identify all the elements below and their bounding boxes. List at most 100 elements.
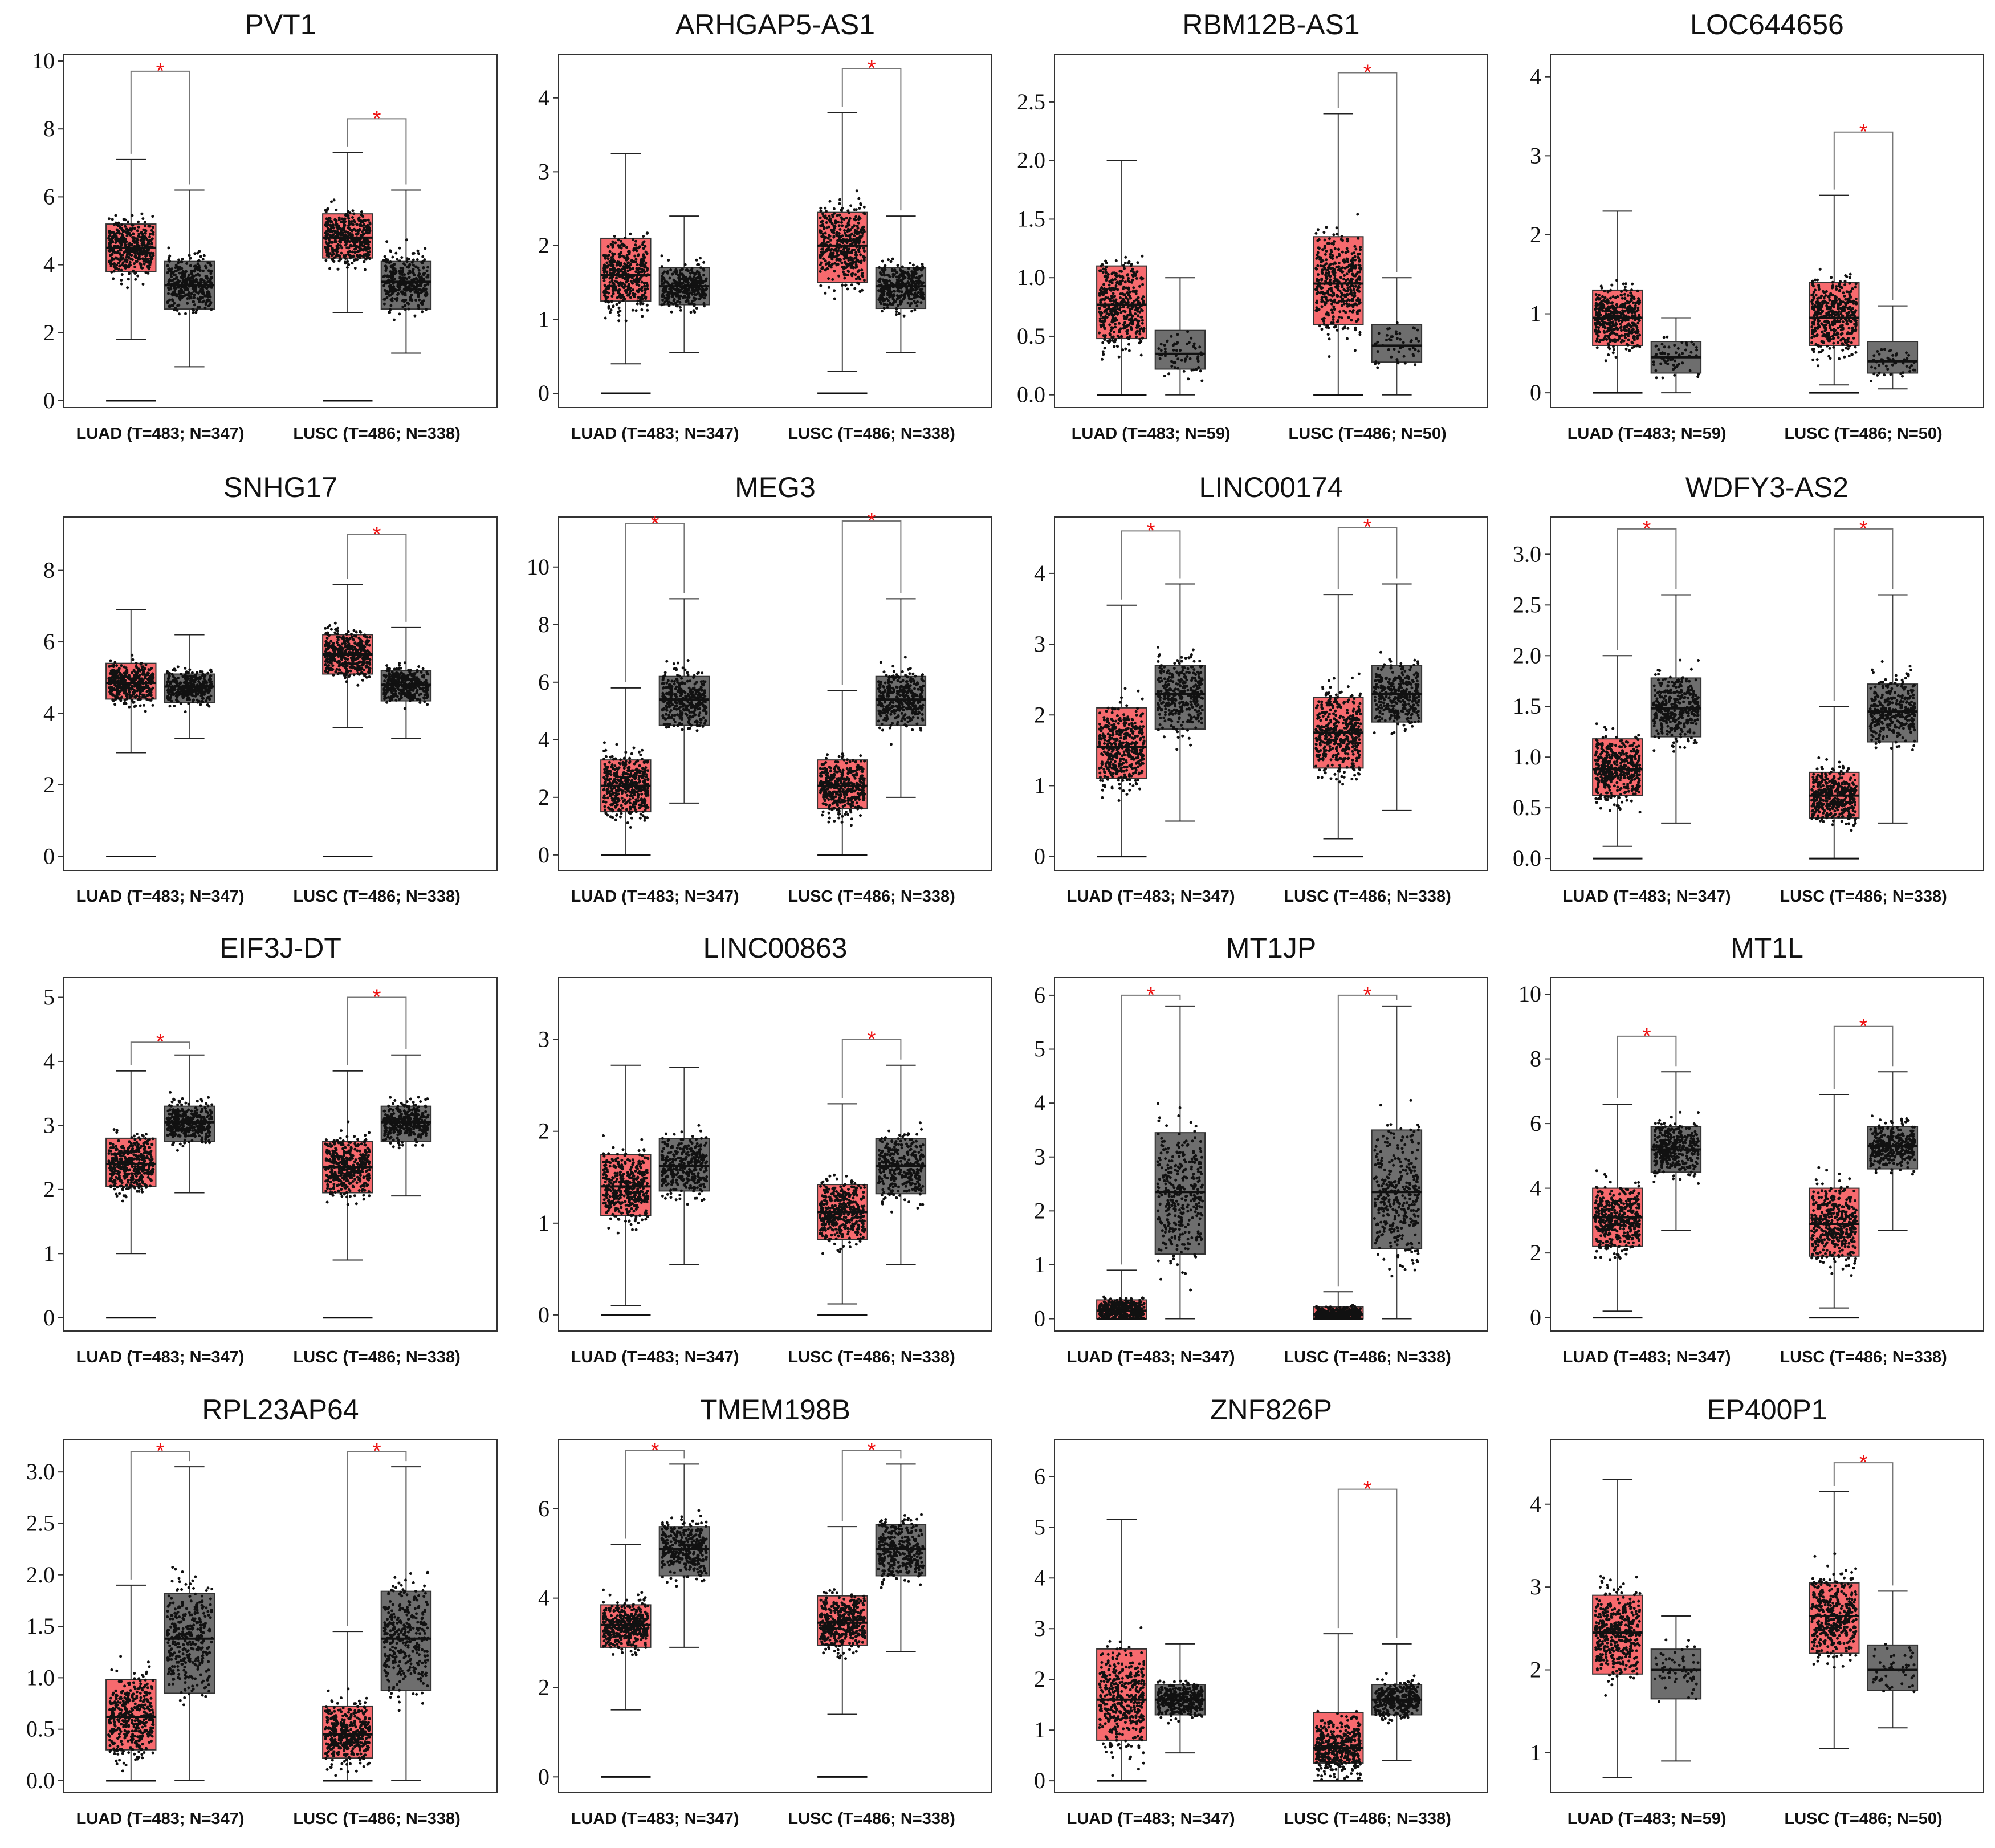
plot-frame: [63, 977, 498, 1332]
category-label: LUSC (T=486; N=50): [1288, 425, 1446, 443]
category-label: LUSC (T=486; N=338): [788, 1810, 955, 1828]
significance-star: *: [156, 1439, 165, 1463]
y-tick-label: 4: [538, 1585, 549, 1611]
significance-star: *: [1363, 983, 1372, 1007]
data-points-normal: [166, 1566, 214, 1707]
y-tick-label: 2.0: [1513, 642, 1541, 668]
chart-title: RPL23AP64: [202, 1394, 359, 1426]
y-tick-label: 3: [43, 1112, 55, 1138]
significance-star: *: [1147, 519, 1155, 543]
y-tick-label: 2: [538, 784, 549, 810]
y-tick-label: 2: [1530, 1240, 1541, 1265]
significance-star: *: [373, 1439, 381, 1463]
y-tick-label: 10: [32, 48, 55, 74]
plot-frame: [1054, 516, 1488, 871]
y-tick-label: 3: [1530, 143, 1541, 168]
significance-bracket: [1833, 1025, 1894, 1089]
plot-frame: [63, 1439, 498, 1793]
data-points-normal: [877, 1121, 925, 1214]
chart-title: LOC644656: [1690, 9, 1844, 40]
chart-panel: LINC00174 0 1 2 3 4 LUAD (T=483; N=347) * LUSC (…: [1034, 471, 1488, 906]
chart-panel: MT1JP 0 1 2 3 4 5 6 LUAD (T=483; N=347) * LUSC (T=…: [1034, 932, 1488, 1366]
significance-bracket: [625, 1450, 685, 1539]
category-label: LUSC (T=486; N=338): [788, 888, 955, 906]
category-label: LUSC (T=486; N=338): [293, 1810, 460, 1828]
data-points-tumor: [602, 231, 649, 323]
category-label: LUAD (T=483; N=59): [1072, 425, 1231, 443]
y-tick-label: 3: [1530, 1574, 1541, 1599]
plot-frame: [1054, 977, 1488, 1332]
category-label: LUAD (T=483; N=347): [76, 888, 245, 906]
chart-title: ZNF826P: [1210, 1394, 1332, 1426]
y-tick-label: 8: [43, 557, 55, 583]
chart-panel: MEG3 0 2 4 6 8 10 LUAD (T=483; N=347) * LUSC (T=4…: [527, 471, 992, 906]
plot-frame: [558, 1439, 992, 1793]
significance-bracket: [1833, 131, 1894, 300]
significance-star: *: [1363, 515, 1372, 539]
y-tick-label: 1: [1034, 1717, 1045, 1743]
chart-title: LINC00863: [703, 932, 848, 964]
category-label: LUAD (T=483; N=347): [571, 1810, 739, 1828]
chart-panel: LINC00863 0 1 2 3 LUAD (T=483; N=347) LUSC (T=…: [538, 932, 992, 1366]
chart-title: MT1JP: [1226, 932, 1316, 964]
y-tick-label: 0.5: [1017, 323, 1045, 349]
chart-panel: WDFY3-AS2 0.0 0.5 1.0 1.5 2.0 2.5 3.0 LUAD (T=48…: [1513, 471, 1984, 906]
y-tick-label: 6: [1034, 1463, 1045, 1489]
significance-star: *: [156, 1030, 165, 1054]
plot-frame: [558, 516, 992, 871]
y-tick-label: 2.5: [1017, 89, 1045, 115]
data-points-tumor: [1810, 1552, 1858, 1669]
significance-bracket: [841, 1039, 902, 1098]
plot-frame: [1550, 516, 1984, 871]
data-points-normal: [661, 659, 708, 732]
significance-star: *: [156, 59, 165, 83]
chart-panel: PVT1 0 2 4 6 8 10 LUAD (T=483; N=347) * LUSC (T=4…: [32, 9, 498, 443]
significance-star: *: [868, 1028, 876, 1052]
plot-frame: [1550, 54, 1984, 408]
chart-panel: ZNF826P 0 1 2 3 4 5 6 LUAD (T=483; N=347) LUSC (T…: [1034, 1394, 1488, 1828]
y-tick-label: 4: [538, 85, 549, 111]
y-tick-label: 6: [1034, 982, 1045, 1008]
y-tick-label: 2.0: [1017, 148, 1045, 173]
category-label: LUSC (T=486; N=338): [1284, 1348, 1451, 1366]
y-tick-label: 1: [1034, 772, 1045, 798]
y-tick-label: 4: [43, 1048, 55, 1074]
y-tick-label: 0: [538, 1764, 549, 1789]
y-tick-label: 4: [1530, 64, 1541, 89]
y-tick-label: 1: [1530, 1740, 1541, 1765]
y-tick-label: 6: [538, 1496, 549, 1521]
plot-frame: [558, 977, 992, 1332]
data-points-tumor: [1810, 756, 1858, 832]
chart-panel: EP400P1 1 2 3 4 LUAD (T=483; N=59) LUSC (T=486…: [1530, 1394, 1984, 1828]
y-tick-label: 2: [43, 320, 55, 345]
y-tick-label: 1.5: [1513, 693, 1541, 719]
data-points-normal: [660, 1124, 709, 1206]
y-tick-label: 2: [1034, 702, 1045, 727]
data-points-normal: [877, 656, 925, 746]
y-tick-label: 3: [1034, 1615, 1045, 1641]
y-tick-label: 2: [1530, 1656, 1541, 1682]
significance-bracket: [130, 1451, 190, 1580]
y-tick-label: 0.5: [26, 1716, 55, 1742]
category-label: LUSC (T=486; N=50): [1784, 425, 1942, 443]
y-tick-label: 0: [1530, 380, 1541, 405]
y-tick-label: 4: [1034, 1565, 1045, 1590]
data-points-tumor: [819, 1173, 866, 1255]
y-tick-label: 0: [1034, 844, 1045, 869]
y-tick-label: 6: [43, 184, 55, 209]
y-tick-label: 5: [43, 984, 55, 1010]
plot-frame: [1054, 54, 1488, 408]
significance-bracket: [841, 1450, 902, 1521]
y-tick-label: 1.0: [1513, 744, 1541, 770]
data-points-normal: [1373, 1098, 1421, 1278]
plot-frame: [558, 54, 992, 408]
y-tick-label: 1: [538, 1210, 549, 1236]
chart-panel: SNHG17 0 2 4 6 8 LUAD (T=483; N=347) LUSC (T=48…: [43, 471, 498, 906]
data-points-tumor: [819, 189, 866, 300]
y-tick-label: 4: [43, 701, 55, 726]
y-tick-label: 6: [538, 669, 549, 695]
category-label: LUAD (T=483; N=347): [76, 425, 245, 443]
data-points-normal: [1373, 650, 1421, 735]
y-tick-label: 6: [1530, 1110, 1541, 1136]
